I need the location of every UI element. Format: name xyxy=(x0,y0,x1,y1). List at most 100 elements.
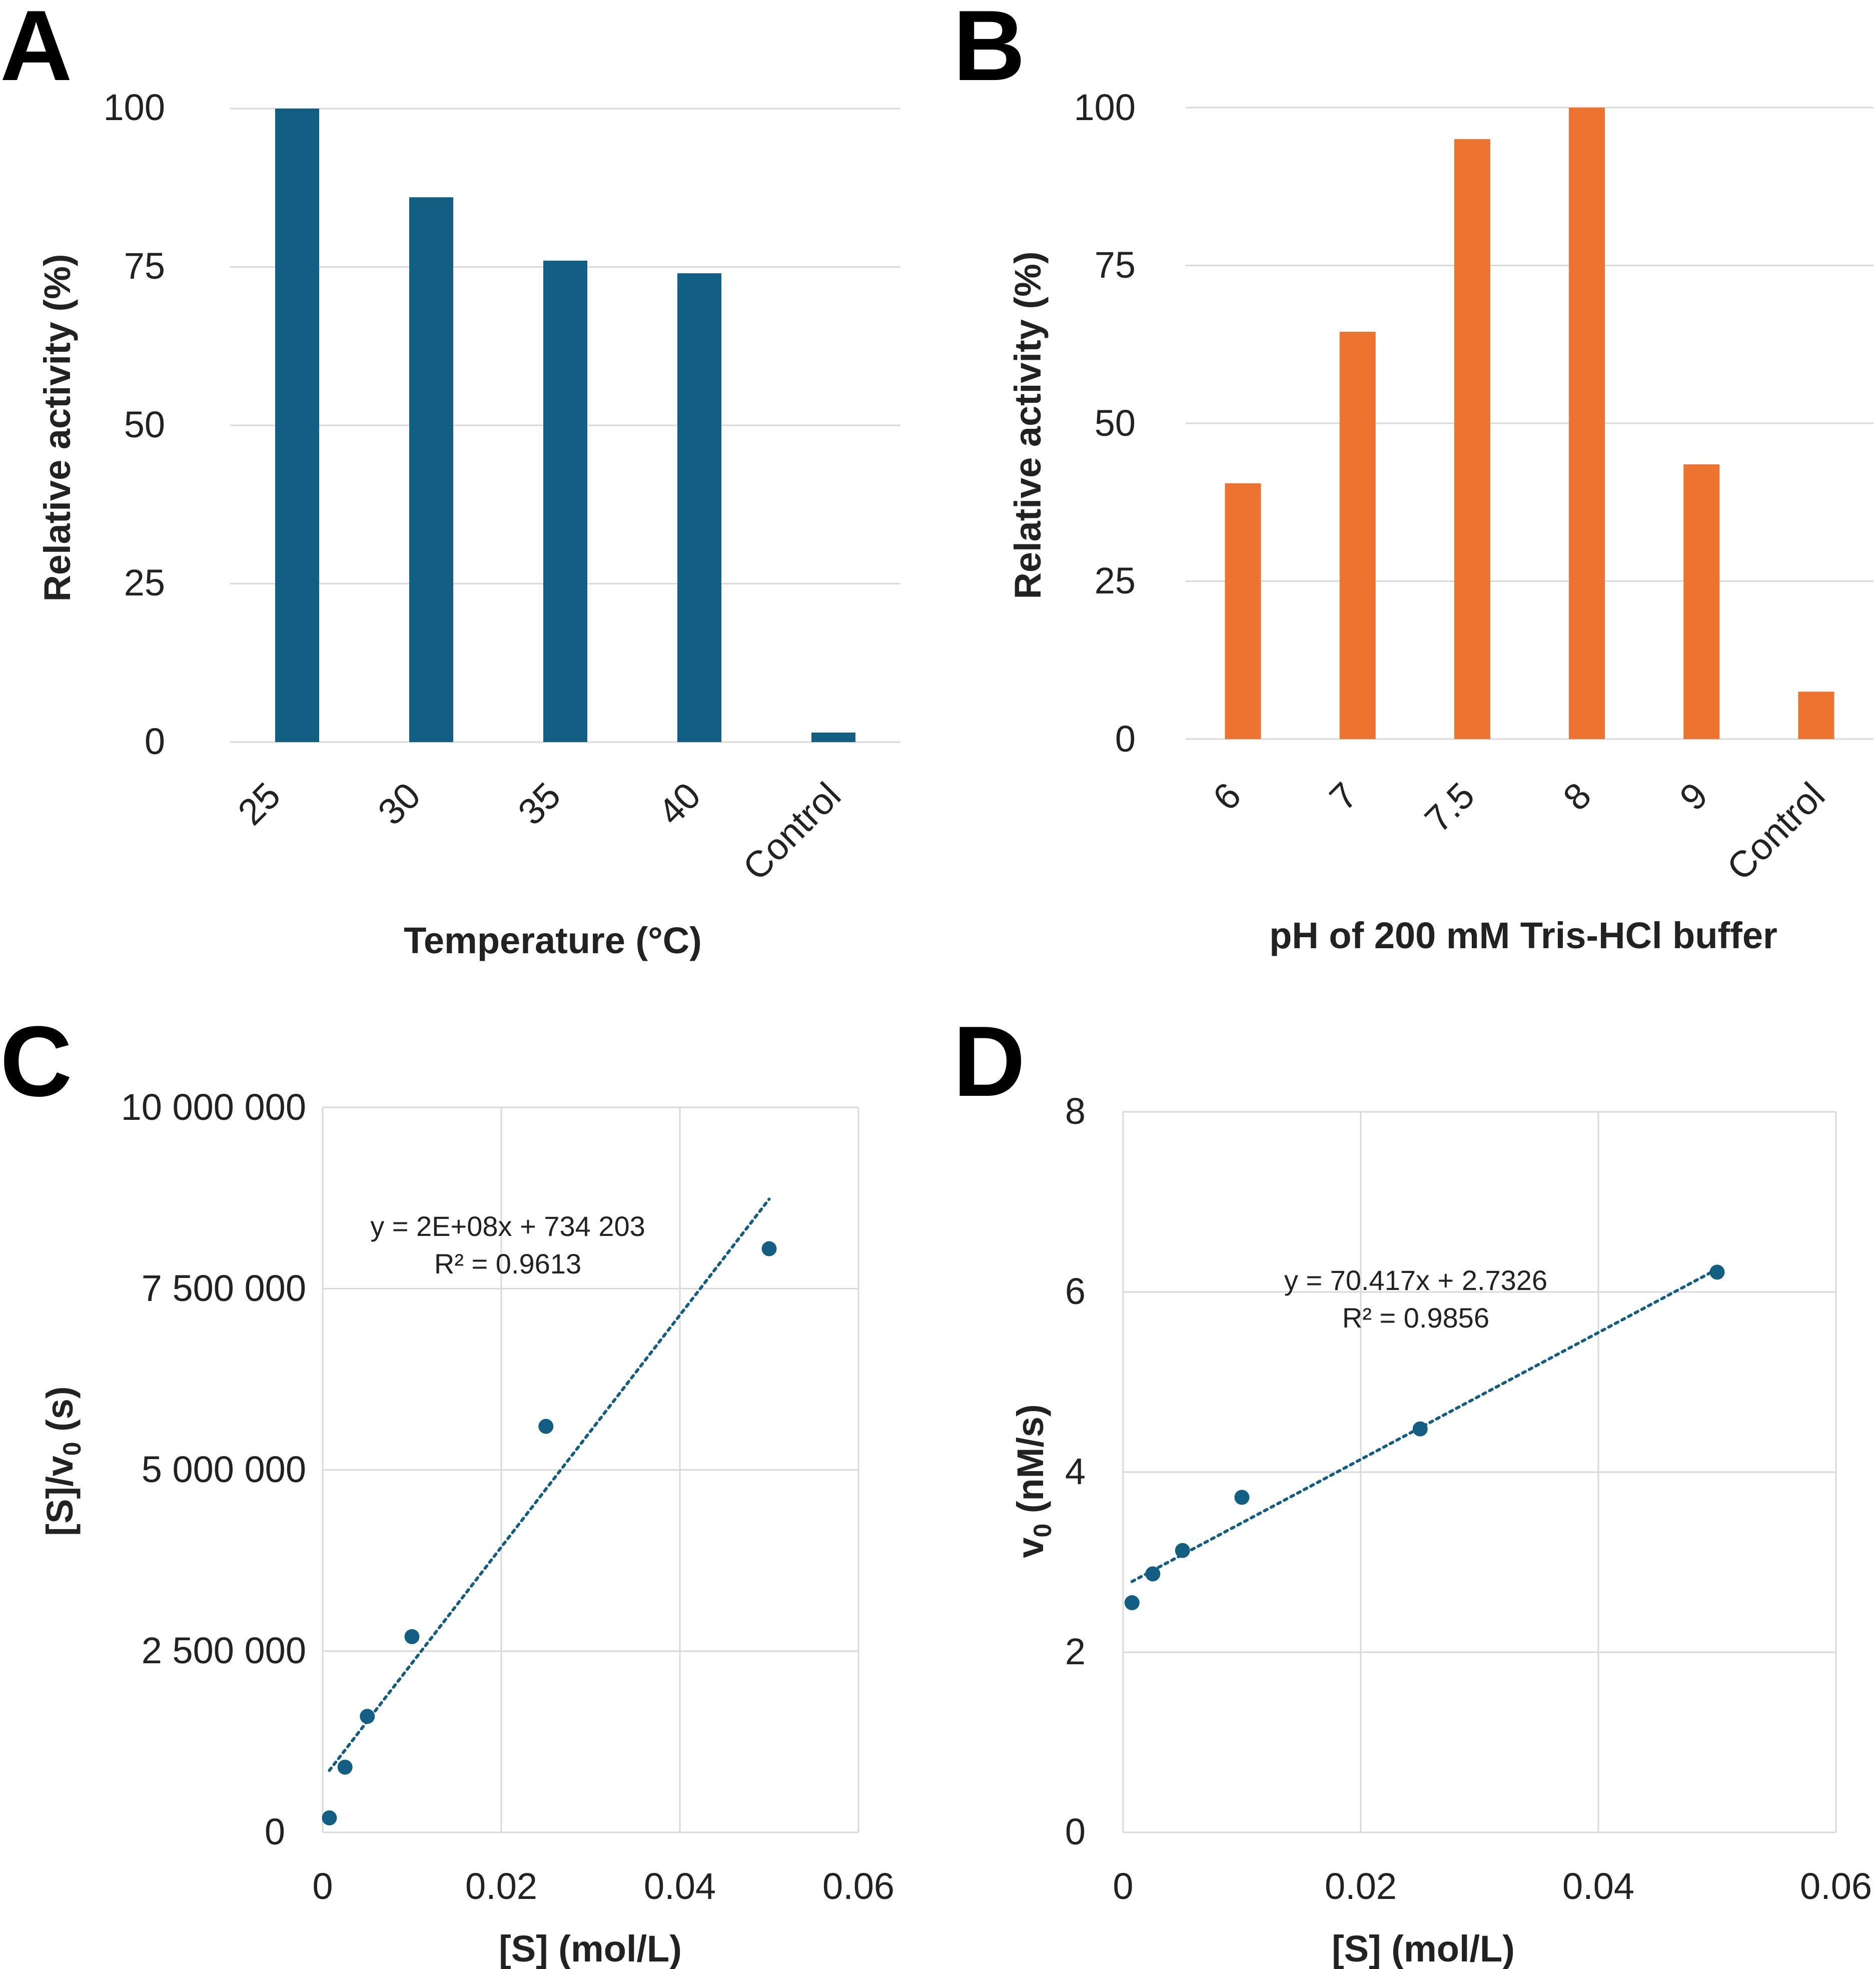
panel-d-y-tick-4: 4 xyxy=(1065,1451,1086,1492)
panel-c-point-2 xyxy=(360,1709,375,1724)
panel-d-x-axis-title: [S] (mol/L) xyxy=(1332,1928,1515,1969)
panel-b-bar-7 xyxy=(1339,332,1376,739)
panel-a-x-tick-labels: 25 30 35 40 Control xyxy=(230,775,848,888)
panel-d-y-axis-title-subscript: 0 xyxy=(1029,1524,1057,1538)
panel-c-y-tick-0: 0 xyxy=(265,1811,285,1852)
panel-a-x-tick-30: 30 xyxy=(370,775,428,833)
panel-b-y-tick-50: 50 xyxy=(1095,402,1136,444)
panel-a-y-tick-0: 0 xyxy=(145,721,165,762)
panel-c-x-tick-0-06: 0.06 xyxy=(822,1865,894,1907)
panel-a-y-tick-labels: 0 25 50 75 100 xyxy=(104,87,165,762)
panel-b-y-tick-75: 75 xyxy=(1095,244,1136,286)
panel-c-point-3 xyxy=(404,1629,420,1644)
panel-c-trendline xyxy=(328,1197,771,1772)
panel-b-x-tick-labels: 6 7 7.5 8 9 Control xyxy=(1205,775,1833,888)
panel-a-x-tick-40: 40 xyxy=(650,775,708,833)
panel-a-bar-control xyxy=(811,733,855,742)
panel-d-point-0 xyxy=(1124,1595,1140,1610)
panel-b-x-tick-control: Control xyxy=(1719,775,1832,888)
panel-c-y-tick-labels: 0 2 500 000 5 000 000 7 500 000 10 000 0… xyxy=(121,1086,306,1852)
panel-c-y-axis-title-main: [S]/v xyxy=(39,1456,81,1536)
panel-c-y-tick-5000000: 5 000 000 xyxy=(142,1449,306,1490)
panel-a-bars xyxy=(275,109,855,742)
panel-d: D 0 2 4 6 8 0 0.02 0.04 0.06 y = 70.417x… xyxy=(953,1006,1872,1969)
panel-b-x-tick-9: 9 xyxy=(1672,775,1716,819)
panel-a: A 0 25 50 75 100 25 30 35 40 Control Tem… xyxy=(0,0,900,961)
panel-d-x-tick-labels: 0 0.02 0.04 0.06 xyxy=(1113,1865,1872,1907)
panel-c: C 0 2 500 000 5 000 000 7 500 000 10 000… xyxy=(0,1006,894,1969)
panel-letter-d: D xyxy=(953,1006,1025,1117)
panel-b-x-tick-7: 7 xyxy=(1322,775,1366,819)
panel-d-y-axis-title-unit: (nM/s) xyxy=(1010,1404,1051,1523)
panel-c-trendline-equation: y = 2E+08x + 734 203 xyxy=(370,1210,645,1242)
panel-d-gridlines xyxy=(1122,1111,1837,1833)
panel-c-y-tick-7500000: 7 500 000 xyxy=(142,1267,306,1309)
panel-d-trendline-equation: y = 70.417x + 2.7326 xyxy=(1284,1264,1547,1296)
panel-b-x-tick-7-5: 7.5 xyxy=(1417,775,1482,840)
panel-b-bar-control xyxy=(1798,692,1834,739)
panel-c-y-axis-title: [S]/v0 (s) xyxy=(39,1386,86,1536)
panel-b-y-axis-title: Relative activity (%) xyxy=(1007,251,1049,599)
panel-c-point-1 xyxy=(337,1759,353,1775)
panel-b-x-axis-title: pH of 200 mM Tris-HCl buffer xyxy=(1269,915,1777,956)
panel-b-y-tick-0: 0 xyxy=(1115,718,1136,760)
panel-b-bars xyxy=(1225,108,1834,740)
panel-b-bar-9 xyxy=(1683,464,1720,739)
panel-c-x-axis-title: [S] (mol/L) xyxy=(499,1928,682,1969)
panel-c-trendline-group xyxy=(328,1197,771,1772)
panel-c-y-tick-10000000: 10 000 000 xyxy=(121,1086,306,1128)
panel-d-point-4 xyxy=(1412,1421,1428,1437)
panel-c-y-axis-title-unit: (s) xyxy=(39,1386,81,1442)
panel-letter-c: C xyxy=(0,1006,72,1117)
panel-c-r-squared: R² = 0.9613 xyxy=(434,1248,581,1279)
panel-d-point-3 xyxy=(1234,1490,1250,1505)
panel-c-x-tick-labels: 0 0.02 0.04 0.06 xyxy=(312,1865,894,1907)
panel-d-points xyxy=(1124,1264,1725,1610)
panel-a-bar-40 xyxy=(677,273,721,742)
panel-letter-b: B xyxy=(953,0,1025,102)
panel-c-y-axis-title-subscript: 0 xyxy=(58,1442,86,1456)
panel-b-gridlines xyxy=(1186,107,1873,740)
panel-b-bar-7-5 xyxy=(1454,139,1490,740)
panel-a-y-tick-100: 100 xyxy=(104,87,165,128)
panel-b-y-tick-labels: 0 25 50 75 100 xyxy=(1074,87,1136,760)
panel-d-point-5 xyxy=(1709,1264,1725,1280)
panel-letter-a: A xyxy=(0,0,72,102)
panel-d-x-tick-0-02: 0.02 xyxy=(1325,1865,1397,1907)
panel-d-x-tick-0: 0 xyxy=(1113,1865,1133,1907)
panel-b-y-tick-100: 100 xyxy=(1074,87,1136,128)
panel-b-y-tick-25: 25 xyxy=(1095,560,1136,601)
panel-d-x-tick-0-04: 0.04 xyxy=(1562,1865,1634,1907)
panel-a-y-tick-75: 75 xyxy=(124,245,165,287)
panel-a-bar-35 xyxy=(543,260,587,742)
panel-c-point-0 xyxy=(322,1810,337,1826)
panel-a-x-axis-title: Temperature (°C) xyxy=(404,920,702,961)
panel-d-x-tick-0-06: 0.06 xyxy=(1800,1865,1872,1907)
panel-a-x-tick-35: 35 xyxy=(510,775,568,833)
panel-b-x-tick-8: 8 xyxy=(1555,775,1599,819)
panel-a-y-tick-50: 50 xyxy=(124,404,165,445)
panel-c-points xyxy=(322,1241,777,1826)
panel-b-bar-8 xyxy=(1569,108,1605,739)
panel-d-y-axis-title-main: v xyxy=(1010,1538,1051,1558)
panel-a-bar-30 xyxy=(409,197,453,742)
panel-a-x-tick-25: 25 xyxy=(230,775,288,833)
panel-d-y-tick-2: 2 xyxy=(1065,1631,1086,1672)
panel-d-point-2 xyxy=(1175,1543,1190,1558)
panel-a-x-tick-control: Control xyxy=(735,775,848,888)
panel-d-r-squared: R² = 0.9856 xyxy=(1342,1302,1489,1334)
panel-d-y-tick-0: 0 xyxy=(1065,1811,1086,1852)
panel-c-point-5 xyxy=(761,1241,777,1256)
panel-b-bar-6 xyxy=(1225,483,1261,739)
panel-c-x-tick-0-04: 0.04 xyxy=(644,1865,716,1907)
panel-c-y-tick-2500000: 2 500 000 xyxy=(142,1630,306,1671)
panel-d-point-1 xyxy=(1145,1566,1161,1582)
panel-a-y-tick-25: 25 xyxy=(124,562,165,603)
panel-c-x-tick-0: 0 xyxy=(312,1865,333,1907)
panel-b: B 0 25 50 75 100 6 7 7.5 8 9 Control pH … xyxy=(953,0,1873,956)
panel-c-x-tick-0-02: 0.02 xyxy=(465,1865,537,1907)
panel-b-x-tick-6: 6 xyxy=(1205,775,1249,819)
panel-c-gridlines xyxy=(322,1106,859,1833)
panel-a-bar-25 xyxy=(275,109,319,742)
